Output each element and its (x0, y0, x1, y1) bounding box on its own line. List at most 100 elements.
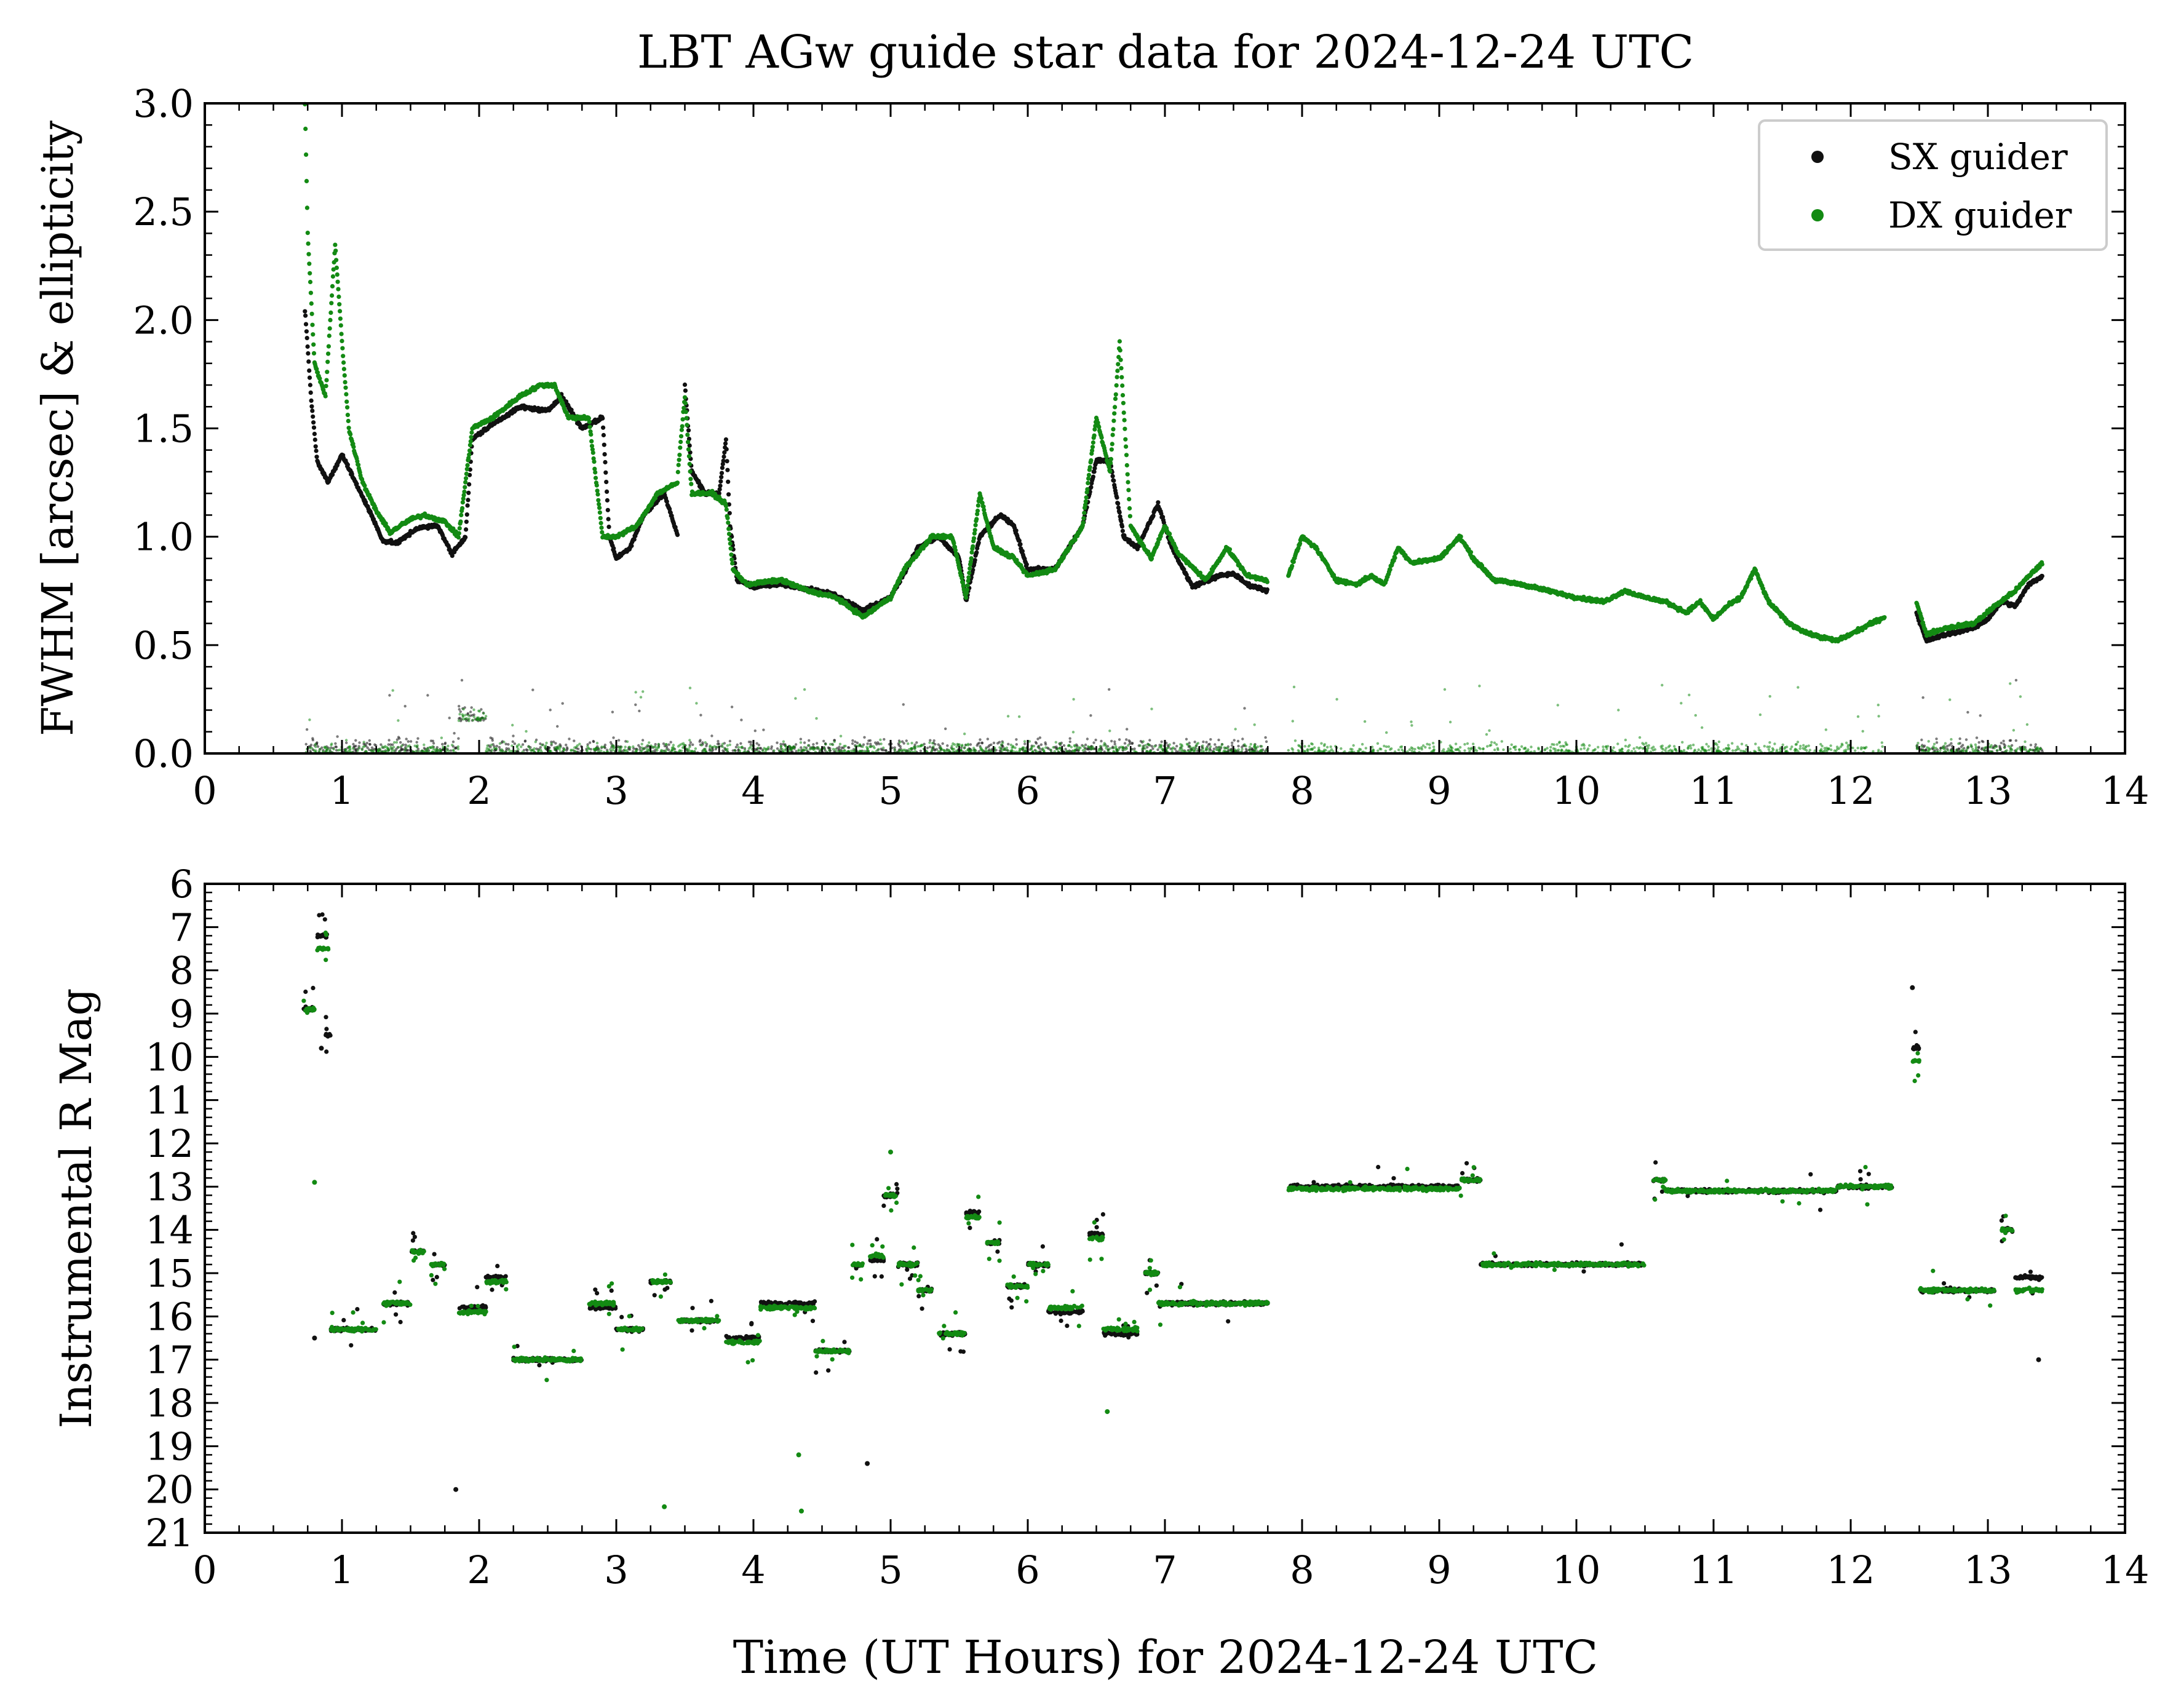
ellipticity-point (700, 744, 704, 747)
ellipticity-point (354, 739, 357, 742)
ellipticity-point (1773, 742, 1776, 745)
ellipticity-point (504, 742, 507, 745)
ellipticity-point (873, 746, 876, 750)
ellipticity-point (1621, 747, 1624, 751)
ellipticity-point (861, 745, 864, 749)
ellipticity-point (794, 697, 797, 700)
fwhm-point (723, 441, 728, 446)
ellipticity-point (863, 736, 866, 739)
ellipticity-point (859, 744, 862, 747)
ellipticity-point (447, 749, 450, 753)
ellipticity-point (467, 714, 471, 717)
ellipticity-point (485, 749, 488, 752)
ellipticity-point (495, 744, 498, 748)
ellipticity-point (1463, 749, 1466, 752)
ellipticity-point (399, 741, 402, 744)
ellipticity-point (703, 749, 707, 752)
ellipticity-point (565, 749, 568, 752)
ellipticity-point (850, 749, 853, 752)
ellipticity-point (426, 747, 429, 750)
ellipticity-point (1003, 748, 1006, 752)
ellipticity-point (1488, 729, 1491, 733)
ellipticity-point (799, 741, 803, 744)
ellipticity-point (1565, 749, 1568, 752)
ellipticity-point (458, 705, 461, 708)
ellipticity-point (510, 750, 513, 753)
ellipticity-point (776, 741, 779, 744)
ellipticity-point (1082, 745, 1085, 748)
ellipticity-point (1142, 745, 1145, 749)
ellipticity-point (1400, 748, 1404, 752)
ellipticity-point (931, 742, 934, 745)
ellipticity-point (515, 744, 519, 748)
ellipticity-point (1964, 738, 1968, 741)
ellipticity-point (1416, 746, 1420, 749)
ellipticity-point (1226, 747, 1230, 750)
ellipticity-point (1950, 737, 1953, 741)
ellipticity-point (928, 741, 931, 744)
ellipticity-point (1264, 736, 1267, 739)
fwhm-point (1018, 542, 1023, 547)
ellipticity-point (817, 746, 820, 749)
ellipticity-point (1485, 733, 1488, 736)
ellipticity-point (391, 743, 394, 747)
fwhm-point (303, 309, 308, 314)
ellipticity-point (1998, 748, 2001, 752)
ellipticity-point (1361, 742, 1364, 746)
ellipticity-point (1068, 737, 1071, 740)
ellipticity-point (1731, 742, 1734, 745)
ellipticity-point (869, 745, 872, 749)
ellipticity-point (2034, 743, 2037, 746)
ellipticity-point (1468, 750, 1471, 753)
ellipticity-point (2002, 742, 2006, 746)
ellipticity-point (741, 745, 744, 749)
fwhm-point (1156, 500, 1161, 505)
fwhm-point (328, 310, 333, 315)
fwhm-point (311, 414, 316, 419)
ellipticity-point (1602, 745, 1605, 749)
ellipticity-point (953, 743, 956, 746)
ellipticity-point (457, 719, 461, 722)
ellipticity-point (448, 717, 451, 720)
ellipticity-point (573, 739, 576, 742)
ellipticity-point (1856, 715, 1860, 718)
ellipticity-point (393, 741, 396, 744)
ellipticity-point (626, 740, 629, 744)
ellipticity-point (345, 741, 348, 744)
ellipticity-point (541, 744, 544, 747)
ellipticity-point (1928, 748, 1931, 751)
ellipticity-point (1710, 747, 1713, 750)
ellipticity-point (1244, 747, 1248, 751)
ellipticity-point (543, 745, 547, 749)
fwhm-point (312, 437, 317, 442)
fwhm-point (606, 525, 611, 530)
ellipticity-point (1212, 747, 1216, 750)
ellipticity-point (945, 749, 948, 752)
ellipticity-point (1214, 743, 1217, 746)
ellipticity-point (1935, 737, 1938, 741)
ellipticity-point (1722, 748, 1725, 752)
ellipticity-point (736, 743, 739, 747)
ellipticity-point (1802, 744, 1805, 747)
ellipticity-point (447, 744, 450, 748)
ellipticity-point (634, 703, 637, 707)
ellipticity-point (1150, 707, 1153, 710)
fwhm-point (346, 426, 351, 431)
ellipticity-point (851, 739, 854, 742)
ellipticity-point (612, 736, 615, 739)
ellipticity-point (612, 747, 615, 750)
ellipticity-point (429, 746, 432, 749)
ellipticity-point (464, 713, 467, 717)
ellipticity-point (815, 717, 818, 720)
ellipticity-point (1103, 742, 1106, 745)
ellipticity-point (432, 742, 435, 745)
ellipticity-point (1500, 740, 1503, 743)
ellipticity-point (963, 747, 966, 750)
ellipticity-point (1915, 744, 1918, 748)
ellipticity-point (1680, 702, 1683, 705)
ellipticity-point (1673, 745, 1676, 748)
ellipticity-point (763, 747, 766, 750)
ellipticity-point (1593, 749, 1596, 752)
fwhm-point (308, 383, 312, 387)
fwhm-point (324, 378, 329, 383)
